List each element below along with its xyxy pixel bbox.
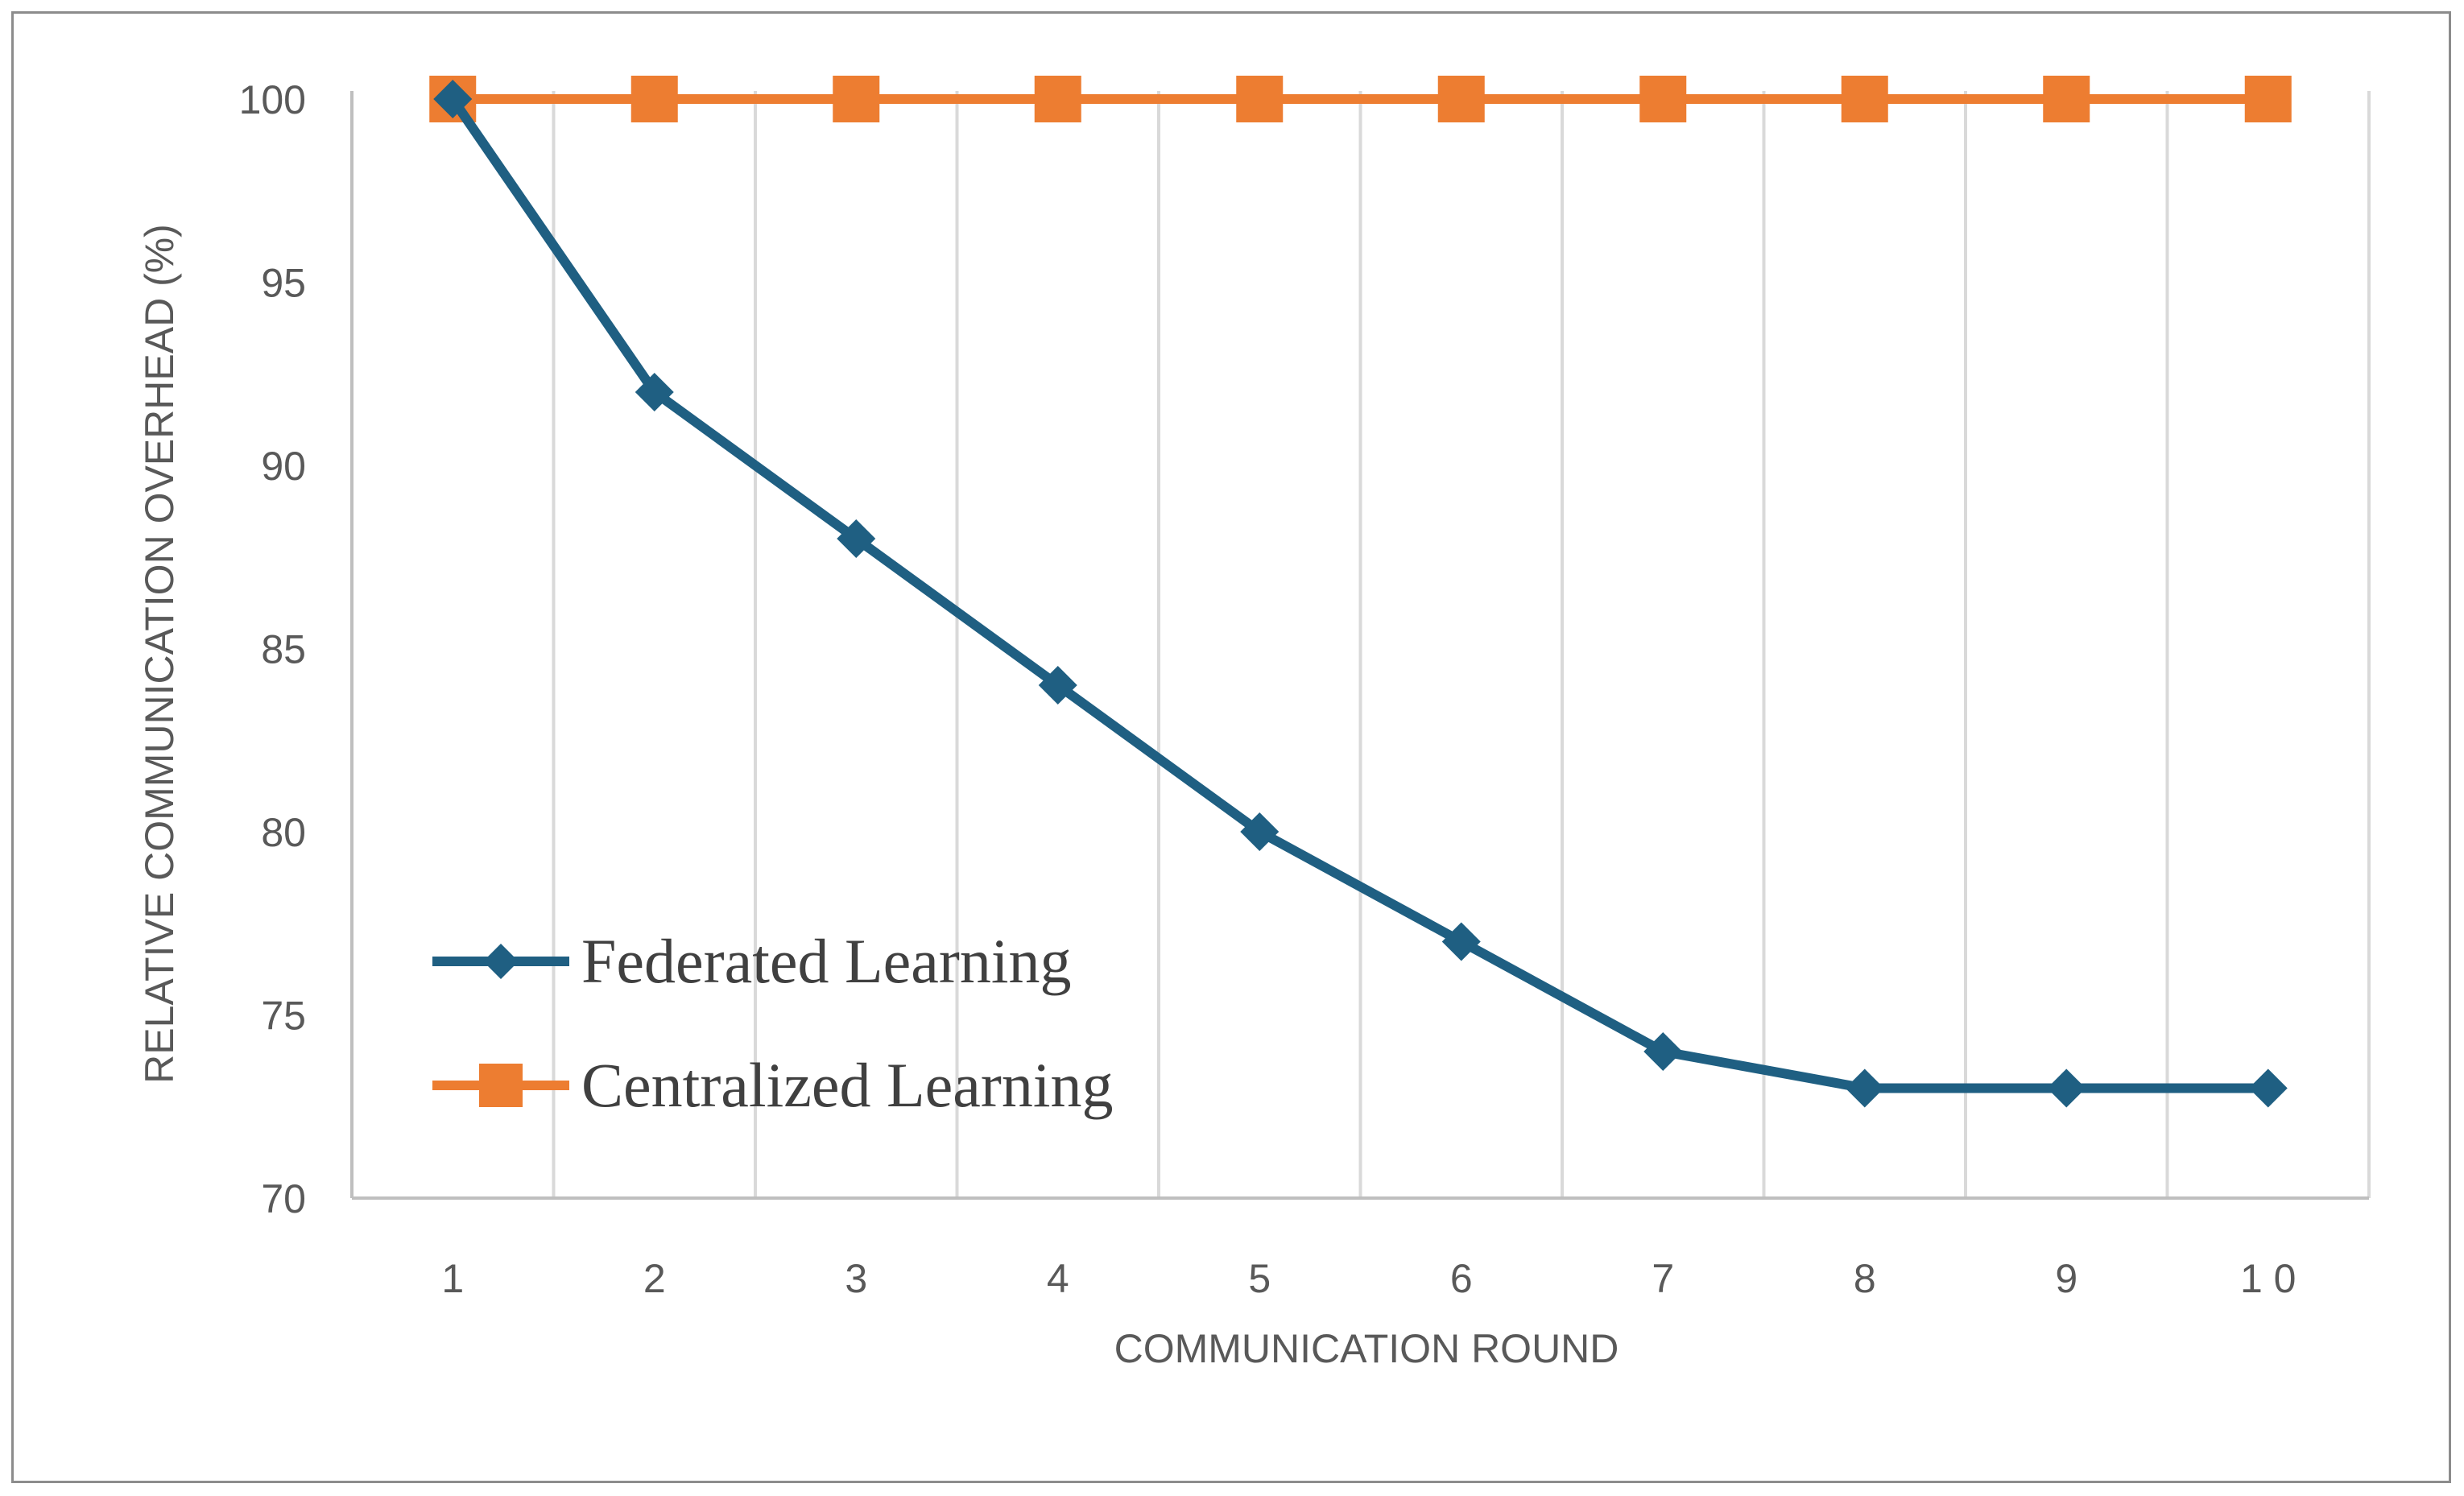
series-layer — [429, 76, 2292, 1108]
data-point-square — [1841, 76, 1888, 122]
y-tick-label: 80 — [261, 810, 306, 855]
x-tick-label: 7 — [1652, 1256, 1674, 1301]
data-point-diamond — [1240, 812, 1280, 851]
x-tick-label: 1 — [441, 1256, 464, 1301]
x-tick-label: 2 — [643, 1256, 666, 1301]
y-tick-label: 100 — [239, 77, 306, 122]
y-tick-label: 90 — [261, 444, 306, 489]
data-point-diamond — [2248, 1068, 2288, 1108]
data-point-square — [2244, 76, 2292, 122]
x-tick-label: 1 0 — [2240, 1256, 2297, 1301]
data-point-diamond — [433, 80, 473, 118]
x-tick-label: 9 — [2055, 1256, 2077, 1301]
legend-marker-diamond — [483, 944, 519, 979]
series-federated-learning — [433, 80, 2288, 1108]
y-axis-title: RELATIVE COMMUNICATION OVERHEAD (%) — [137, 224, 182, 1084]
y-tick-label: 75 — [261, 994, 306, 1039]
legend-item-federated: Federated Learning — [432, 926, 1072, 996]
data-point-diamond — [2047, 1068, 2086, 1108]
data-point-square — [2043, 76, 2090, 122]
legend-item-centralized: Centralized Learning — [432, 1050, 1114, 1120]
x-tick-label: 8 — [1854, 1256, 1876, 1301]
data-point-diamond — [635, 373, 674, 411]
legend: Federated Learning Centralized Learning — [432, 926, 1114, 1120]
data-point-square — [1437, 76, 1485, 122]
x-tick-label: 4 — [1047, 1256, 1069, 1301]
data-point-diamond — [837, 519, 876, 558]
x-axis-title: COMMUNICATION ROUND — [1114, 1326, 1619, 1371]
data-point-diamond — [1038, 666, 1077, 705]
y-tick-label: 85 — [261, 627, 306, 672]
y-tick-label: 95 — [261, 261, 306, 306]
series-line — [449, 96, 2268, 1093]
axes — [350, 91, 2369, 1200]
data-point-square — [630, 76, 678, 122]
data-point-diamond — [1845, 1068, 1884, 1108]
data-point-diamond — [1441, 922, 1481, 961]
data-point-square — [1034, 76, 1081, 122]
data-point-square — [1236, 76, 1284, 122]
x-tick-label: 5 — [1248, 1256, 1271, 1301]
legend-label-centralized: Centralized Learning — [581, 1050, 1114, 1120]
gridlines — [552, 91, 2371, 1198]
data-point-diamond — [1643, 1032, 1683, 1071]
y-tick-label: 70 — [261, 1176, 306, 1221]
legend-marker-square — [479, 1064, 523, 1107]
data-point-square — [833, 76, 880, 122]
legend-label-federated: Federated Learning — [581, 926, 1072, 996]
data-point-square — [1639, 76, 1687, 122]
x-tick-label: 3 — [845, 1256, 867, 1301]
x-tick-label: 6 — [1450, 1256, 1473, 1301]
